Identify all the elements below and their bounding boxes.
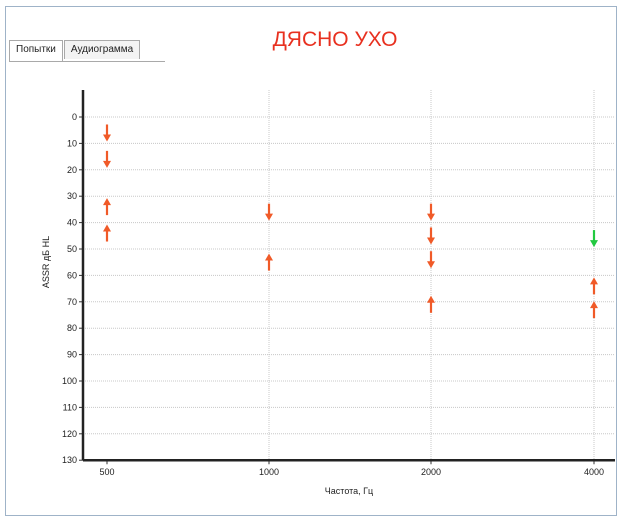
arrow-up-marker <box>590 301 598 319</box>
y-tick-label: 40 <box>67 218 77 228</box>
x-tick-label: 2000 <box>421 467 441 477</box>
tab-attempts[interactable]: Попытки <box>9 40 63 62</box>
arrow-up-marker <box>590 277 598 295</box>
arrow-down-marker <box>265 203 273 221</box>
x-tick-label: 500 <box>99 467 114 477</box>
y-tick-label: 130 <box>62 455 77 465</box>
y-tick-label: 100 <box>62 376 77 386</box>
x-axis-title: Частота, Гц <box>325 486 373 496</box>
y-tick-label: 10 <box>67 138 77 148</box>
x-tick-label: 1000 <box>259 467 279 477</box>
arrow-down-marker <box>103 124 111 142</box>
arrow-down-marker <box>427 251 435 269</box>
y-axis-title: ASSR дБ HL <box>41 236 51 288</box>
arrow-down-marker <box>590 230 598 248</box>
window-frame <box>5 6 617 516</box>
arrow-up-marker <box>103 198 111 216</box>
x-tick-label: 4000 <box>584 467 604 477</box>
y-tick-label: 120 <box>62 429 77 439</box>
y-tick-label: 20 <box>67 165 77 175</box>
arrow-up-marker <box>427 295 435 313</box>
y-tick-label: 90 <box>67 350 77 360</box>
y-tick-label: 110 <box>63 402 77 412</box>
tab-bar: Попытки Аудиограмма <box>9 40 141 62</box>
y-tick-label: 0 <box>72 112 77 122</box>
y-tick-label: 70 <box>67 297 77 307</box>
y-tick-label: 30 <box>67 191 77 201</box>
arrow-up-marker <box>265 253 273 271</box>
y-tick-label: 80 <box>67 323 77 333</box>
tab-audiogram[interactable]: Аудиограмма <box>63 40 141 59</box>
arrow-up-marker <box>103 224 111 242</box>
tab-divider <box>9 61 165 62</box>
y-tick-label: 50 <box>67 244 77 254</box>
arrow-down-marker <box>427 227 435 245</box>
arrow-down-marker <box>103 150 111 168</box>
y-tick-label: 60 <box>67 270 77 280</box>
arrow-down-marker <box>427 203 435 221</box>
chart-title: ДЯСНО УХО <box>272 28 398 51</box>
